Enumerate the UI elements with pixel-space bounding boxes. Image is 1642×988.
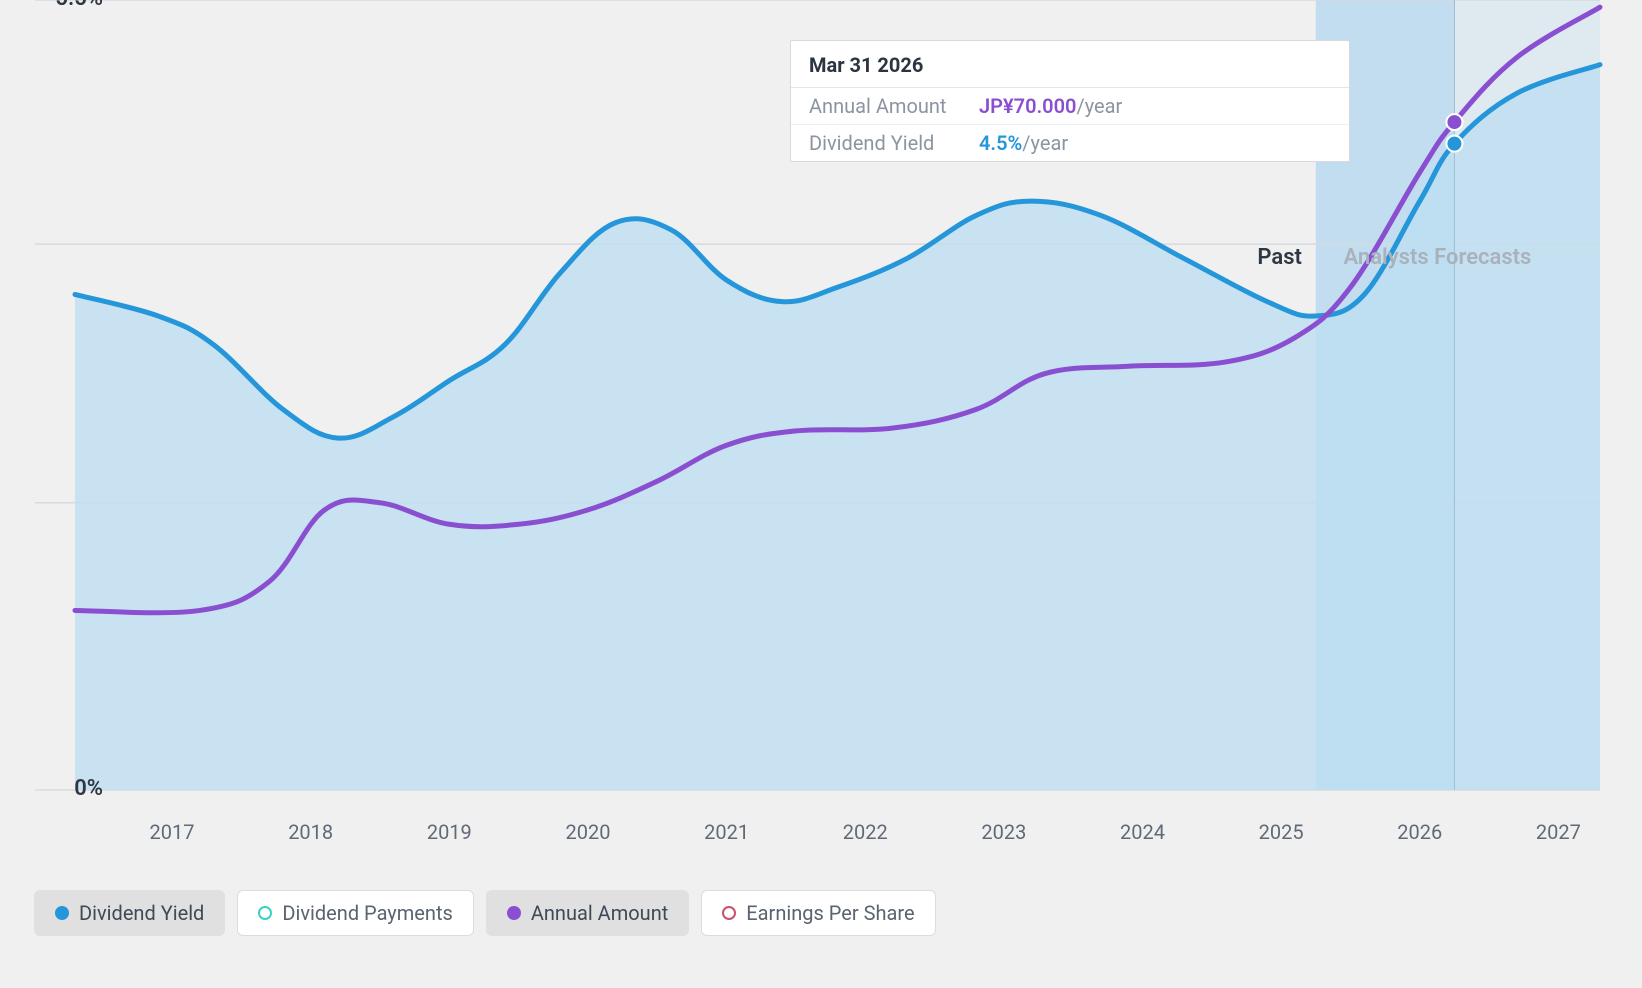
x-tick-label: 2023 <box>981 820 1026 844</box>
tooltip-title: Mar 31 2026 <box>791 41 1349 88</box>
x-tick-label: 2018 <box>288 820 333 844</box>
x-tick-label: 2024 <box>1120 820 1165 844</box>
legend-marker-icon <box>507 906 521 920</box>
legend-item-label: Earnings Per Share <box>746 901 914 925</box>
chart-tooltip: Mar 31 2026 Annual AmountJP¥70.000/yearD… <box>790 40 1350 162</box>
x-tick-label: 2026 <box>1397 820 1442 844</box>
x-tick-label: 2017 <box>150 820 195 844</box>
x-tick-label: 2022 <box>843 820 888 844</box>
chart-legend: Dividend Yield Dividend Payments Annual Am… <box>34 890 936 936</box>
tooltip-row-label: Dividend Yield <box>809 131 979 155</box>
legend-item-label: Dividend Payments <box>282 901 452 925</box>
tooltip-row-label: Annual Amount <box>809 94 979 118</box>
y-tick-label: 0% <box>0 776 103 801</box>
x-tick-label: 2027 <box>1536 820 1581 844</box>
dividend-chart: 5.5% 0% 2017 2018 2019 2020 2021 2022 2023 2024 2… <box>0 0 1642 988</box>
x-tick-label: 2025 <box>1259 820 1304 844</box>
legend-item-dividend-payments[interactable]: Dividend Payments <box>237 890 473 936</box>
legend-item-label: Annual Amount <box>531 901 668 925</box>
legend-item-dividend-yield[interactable]: Dividend Yield <box>34 890 225 936</box>
x-tick-label: 2020 <box>565 820 610 844</box>
legend-marker-icon <box>722 906 736 920</box>
legend-marker-icon <box>55 906 69 920</box>
y-tick-label: 5.5% <box>0 0 103 11</box>
tooltip-row: Dividend Yield4.5%/year <box>791 125 1349 161</box>
tooltip-row-value: 4.5%/year <box>979 131 1068 155</box>
legend-item-annual-amount[interactable]: Annual Amount <box>486 890 689 936</box>
legend-marker-icon <box>258 906 272 920</box>
x-tick-label: 2019 <box>427 820 472 844</box>
region-label-past: Past <box>1257 245 1302 270</box>
legend-item-label: Dividend Yield <box>79 901 204 925</box>
tooltip-row-value: JP¥70.000/year <box>979 94 1122 118</box>
tooltip-row: Annual AmountJP¥70.000/year <box>791 88 1349 125</box>
region-label-forecasts: Analysts Forecasts <box>1344 245 1532 270</box>
legend-item-earnings-per-share[interactable]: Earnings Per Share <box>701 890 935 936</box>
x-tick-label: 2021 <box>704 820 749 844</box>
